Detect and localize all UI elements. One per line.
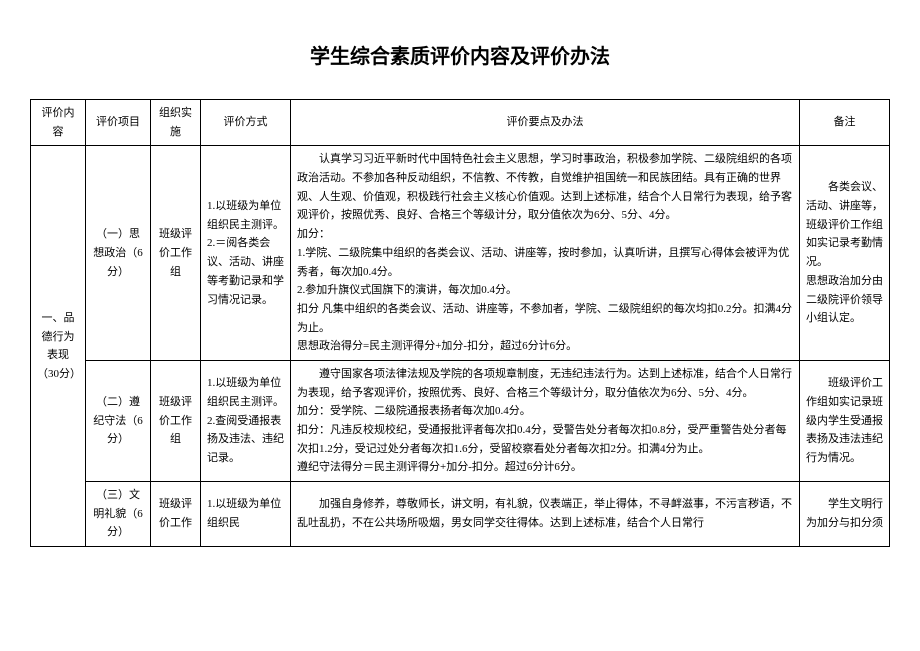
- note-cell: 各类会议、活动、讲座等，班级评价工作组如实记录考勤情况。 思想政治加分由二级院评…: [800, 146, 890, 361]
- header-note: 备注: [800, 100, 890, 146]
- detail-cell: 认真学习习近平新时代中国特色社会主义思想，学习时事政治，积极参加学院、二级院组织…: [291, 146, 800, 361]
- evaluation-table: 评价内容 评价项目 组织实施 评价方式 评价要点及办法 备注 一、品德行为表现（…: [30, 99, 890, 547]
- org-cell: 班级评价工作: [151, 482, 201, 547]
- note-cell: 班级评价工作组如实记录班级内学生受通报表扬及违法违纪行为情况。: [800, 360, 890, 481]
- method-cell: 1.以班级为单位组织民主测评。 2.查阅受通报表扬及违法、违纪记录。: [201, 360, 291, 481]
- method-cell: 1.以班级为单位组织民主测评。 2.＝阅各类会议、活动、讲座等考勤记录和学习情况…: [201, 146, 291, 361]
- detail-cell: 遵守国家各项法律法规及学院的各项规章制度，无违纪违法行为。达到上述标准，结合个人…: [291, 360, 800, 481]
- note-cell: 学生文明行为加分与扣分须: [800, 482, 890, 547]
- header-item: 评价项目: [86, 100, 151, 146]
- org-cell: 班级评价工作组: [151, 146, 201, 361]
- page-title: 学生综合素质评价内容及评价办法: [30, 40, 890, 69]
- method-cell: 1.以班级为单位组织民: [201, 482, 291, 547]
- detail-cell: 加强自身修养，尊敬师长，讲文明，有礼貌，仪表端正，举止得体，不寻衅滋事，不污言秽…: [291, 482, 800, 547]
- header-method: 评价方式: [201, 100, 291, 146]
- header-org: 组织实施: [151, 100, 201, 146]
- header-detail: 评价要点及办法: [291, 100, 800, 146]
- item-cell: （二）遵纪守法（6分）: [86, 360, 151, 481]
- header-content: 评价内容: [31, 100, 86, 146]
- item-cell: （一）思想政治（6分）: [86, 146, 151, 361]
- item-cell: （三）文明礼貌（6分）: [86, 482, 151, 547]
- org-cell: 班级评价工作组: [151, 360, 201, 481]
- category-cell: 一、品德行为表现（30分）: [31, 146, 86, 547]
